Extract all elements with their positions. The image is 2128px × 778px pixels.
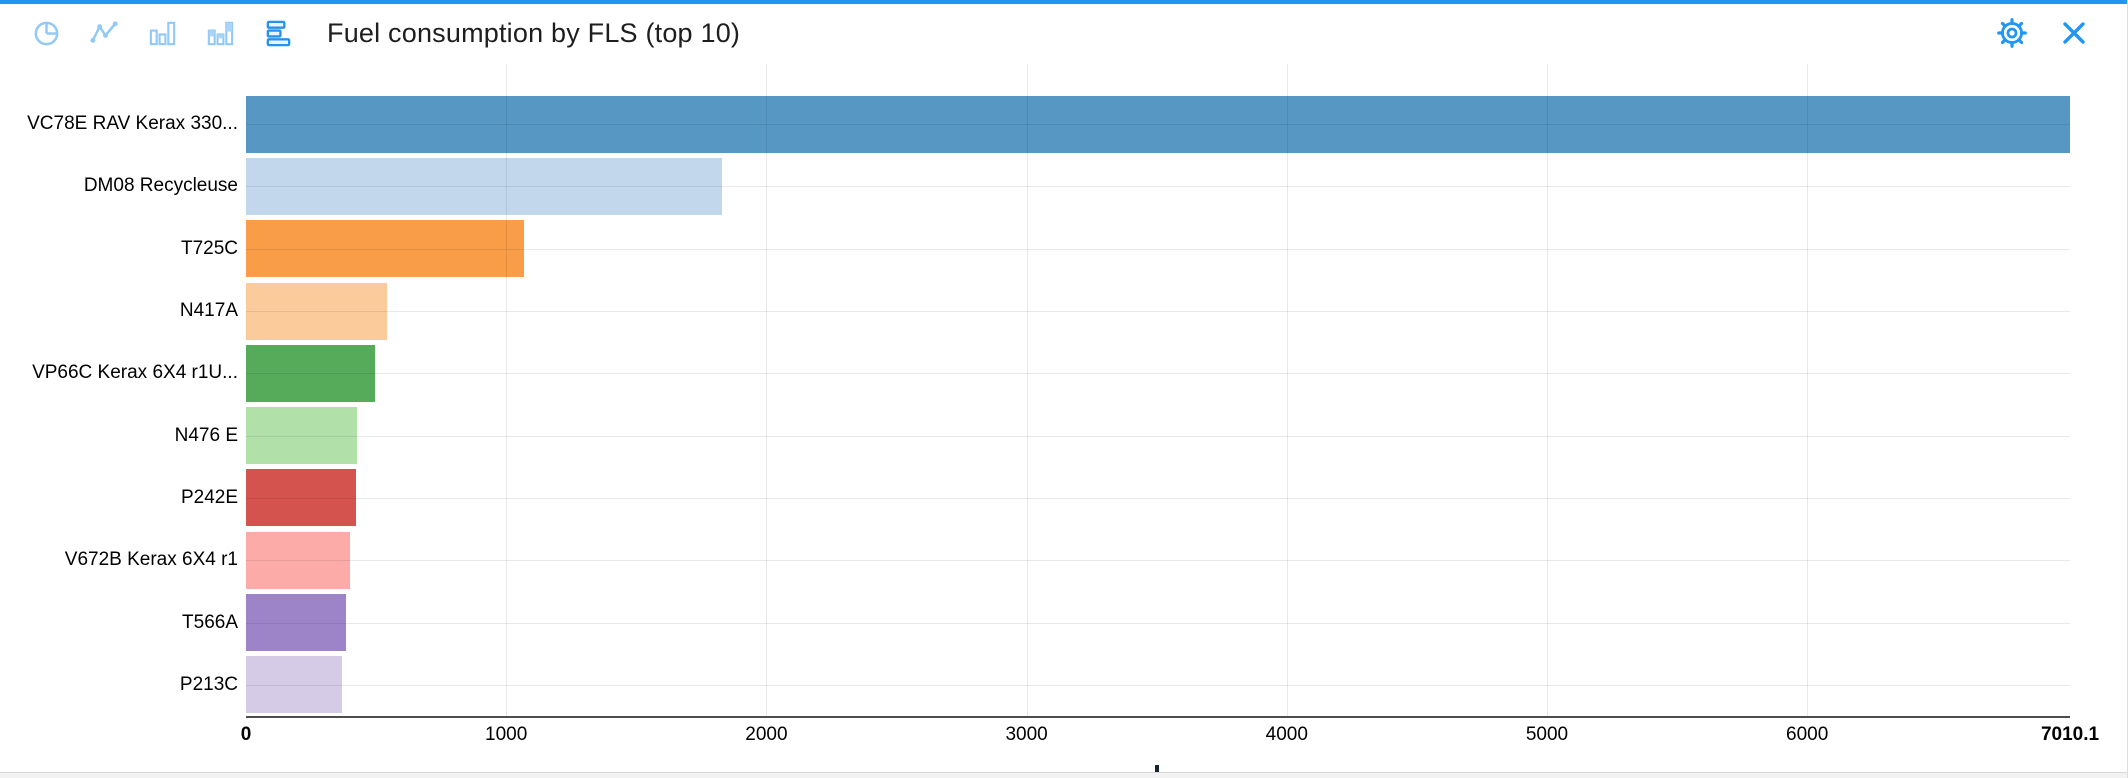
gridline-horizontal	[246, 497, 2070, 499]
line-chart-button[interactable]	[88, 17, 120, 49]
line-chart-icon	[89, 20, 118, 43]
category-label: P213C	[179, 673, 238, 695]
widget-bottom-edge	[0, 772, 2127, 778]
x-axis-tick-label: 5000	[1525, 724, 1569, 745]
category-label: DM08 Recycleuse	[83, 175, 238, 197]
bar-t566a[interactable]	[246, 594, 346, 652]
bar-p213c[interactable]	[246, 656, 342, 714]
bar-p242e[interactable]	[246, 469, 356, 527]
gridline-horizontal	[246, 560, 2070, 562]
column-chart-icon	[149, 21, 175, 45]
x-axis-tick-label: 0	[240, 724, 252, 745]
pie-chart-icon	[34, 21, 58, 45]
x-axis-tick-label: 4000	[1265, 724, 1308, 745]
bar-v672b-kerax-6x4-r1[interactable]	[246, 531, 351, 589]
x-axis-tick-label: 7010.1	[2040, 724, 2100, 745]
stacked-column-chart-icon	[207, 21, 233, 45]
stacked-column-chart-button[interactable]	[204, 17, 236, 49]
category-label: T725C	[180, 237, 238, 259]
bar-dm08-recycleuse[interactable]	[246, 157, 723, 215]
category-label: VP66C Kerax 6X4 r1U...	[32, 362, 238, 384]
category-label: VC78E RAV Kerax 330...	[27, 113, 238, 135]
gridline-horizontal	[246, 622, 2070, 624]
settings-button[interactable]	[1995, 16, 2029, 50]
gear-icon	[1997, 18, 2027, 48]
bar-vc78e-rav-kerax-330-[interactable]	[246, 95, 2070, 153]
gridline-vertical	[1807, 64, 1809, 716]
bar-t725c[interactable]	[246, 220, 525, 278]
category-label: N417A	[179, 300, 238, 322]
bar-vp66c-kerax-6x4-r1u-[interactable]	[246, 344, 376, 402]
bar-n417a[interactable]	[246, 282, 387, 340]
pie-chart-button[interactable]	[30, 17, 62, 49]
gridline-vertical	[766, 64, 768, 716]
column-chart-button[interactable]	[146, 17, 178, 49]
gridline-horizontal	[246, 311, 2070, 313]
category-label: P242E	[180, 486, 238, 508]
category-label: N476 E	[174, 424, 238, 446]
x-axis-tick-label: 3000	[1005, 724, 1048, 745]
x-axis-tick-label: 1000	[485, 724, 528, 745]
gridline-horizontal	[246, 373, 2070, 375]
gridline-horizontal	[246, 684, 2070, 686]
widget-actions	[1995, 16, 2091, 50]
widget-accent-bar	[0, 0, 2127, 4]
x-axis-tick-label: 6000	[1786, 724, 1829, 745]
bar-n476-e[interactable]	[246, 407, 358, 465]
horizontal-bar-chart-button[interactable]	[262, 17, 294, 49]
gridline-vertical	[1286, 64, 1288, 716]
close-icon	[2063, 22, 2085, 44]
widget-header: Fuel consumption by FLS (top 10)	[0, 4, 2127, 62]
x-axis-tick-label: 2000	[745, 724, 788, 745]
chart-type-toolbar	[30, 17, 294, 49]
gridline-vertical	[1026, 64, 1028, 716]
close-button[interactable]	[2057, 16, 2091, 50]
chart-title: Fuel consumption by FLS (top 10)	[327, 17, 741, 48]
gridline-vertical	[1546, 64, 1548, 716]
gridline-horizontal	[246, 435, 2070, 437]
category-label: T566A	[182, 611, 238, 633]
partial-element-below	[1155, 765, 1159, 772]
x-axis-line	[246, 716, 2070, 718]
category-label: V672B Kerax 6X4 r1	[64, 549, 238, 571]
horizontal-bar-chart-icon	[266, 20, 290, 46]
